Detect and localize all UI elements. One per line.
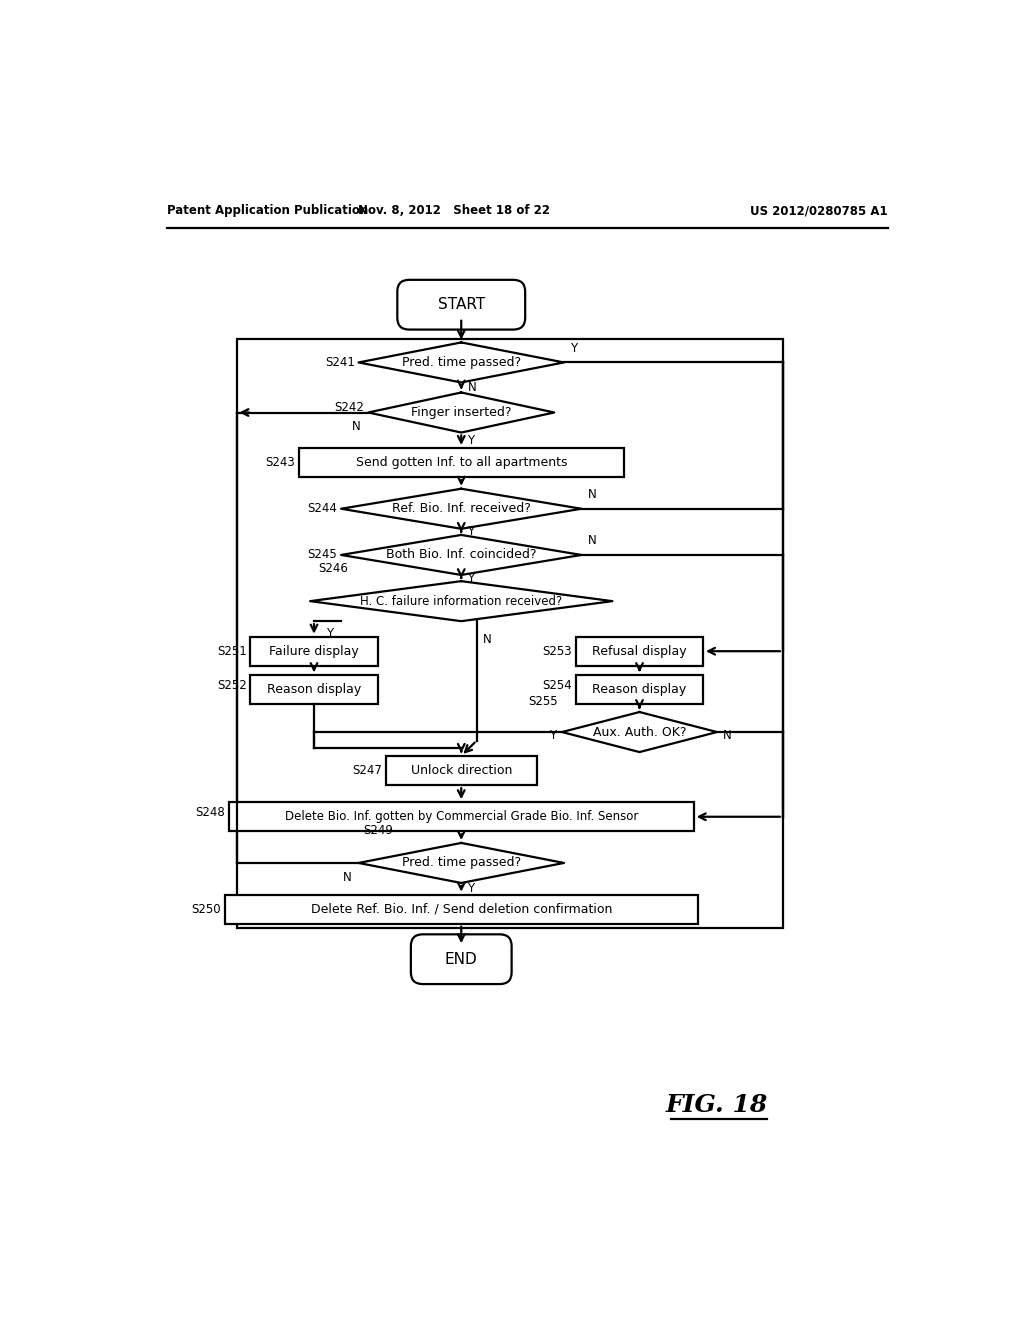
Text: Send gotten Inf. to all apartments: Send gotten Inf. to all apartments [355,455,567,469]
Text: START: START [437,297,485,313]
Text: N: N [352,420,360,433]
Text: S255: S255 [528,696,558,708]
Text: Finger inserted?: Finger inserted? [411,407,512,418]
Text: Ref. Bio. Inf. received?: Ref. Bio. Inf. received? [392,502,530,515]
Text: S253: S253 [543,644,572,657]
Text: S254: S254 [543,678,572,692]
Bar [575,636,703,665]
Text: END: END [444,952,477,966]
Text: Nov. 8, 2012   Sheet 18 of 22: Nov. 8, 2012 Sheet 18 of 22 [357,205,550,218]
Text: Y: Y [549,730,556,742]
Text: Aux. Auth. OK?: Aux. Auth. OK? [593,726,686,739]
Bar [299,447,624,478]
Text: S245: S245 [307,548,337,561]
Text: Reason display: Reason display [267,684,361,696]
Text: S250: S250 [191,903,221,916]
Text: N: N [342,871,351,883]
Text: Patent Application Publication: Patent Application Publication [167,205,368,218]
Polygon shape [562,711,717,752]
Text: S247: S247 [352,764,382,777]
Polygon shape [341,488,582,529]
Text: S246: S246 [317,562,348,576]
Text: FIG. 18: FIG. 18 [666,1093,768,1118]
Text: N: N [467,381,476,393]
Text: S241: S241 [326,356,355,370]
Text: Pred. time passed?: Pred. time passed? [401,857,521,870]
Text: Failure display: Failure display [269,644,358,657]
Polygon shape [310,581,612,622]
Text: US 2012/0280785 A1: US 2012/0280785 A1 [750,205,888,218]
Text: S244: S244 [307,502,337,515]
Text: S252: S252 [217,678,247,692]
Polygon shape [358,843,564,883]
Text: N: N [723,730,732,742]
Bar [250,636,378,665]
Text: S242: S242 [335,401,365,414]
Text: S243: S243 [265,455,295,469]
Text: S249: S249 [362,824,392,837]
Text: Y: Y [569,342,577,355]
Text: S248: S248 [196,805,225,818]
Text: Reason display: Reason display [592,684,687,696]
FancyBboxPatch shape [397,280,525,330]
Text: N: N [588,535,596,548]
Polygon shape [358,342,564,383]
Text: Both Bio. Inf. coincided?: Both Bio. Inf. coincided? [386,548,537,561]
Bar [575,675,703,705]
Text: Y: Y [467,882,474,895]
Text: Pred. time passed?: Pred. time passed? [401,356,521,370]
Text: N: N [483,632,492,645]
Bar [225,895,697,924]
Text: Delete Ref. Bio. Inf. / Send deletion confirmation: Delete Ref. Bio. Inf. / Send deletion co… [310,903,612,916]
Text: N: N [588,488,596,502]
Text: Y: Y [327,627,334,640]
Text: Y: Y [467,525,474,539]
Bar [250,675,378,705]
Text: H. C. failure information received?: H. C. failure information received? [360,594,562,607]
Polygon shape [369,392,554,433]
Bar [237,339,783,928]
Text: S251: S251 [217,644,247,657]
Polygon shape [341,535,582,576]
FancyBboxPatch shape [411,935,512,985]
Text: Unlock direction: Unlock direction [411,764,512,777]
Text: Y: Y [467,434,474,446]
Text: Y: Y [467,572,474,585]
Text: Refusal display: Refusal display [592,644,687,657]
Bar [228,803,693,832]
Text: Delete Bio. Inf. gotten by Commercial Grade Bio. Inf. Sensor: Delete Bio. Inf. gotten by Commercial Gr… [285,810,638,824]
Bar [386,756,537,785]
